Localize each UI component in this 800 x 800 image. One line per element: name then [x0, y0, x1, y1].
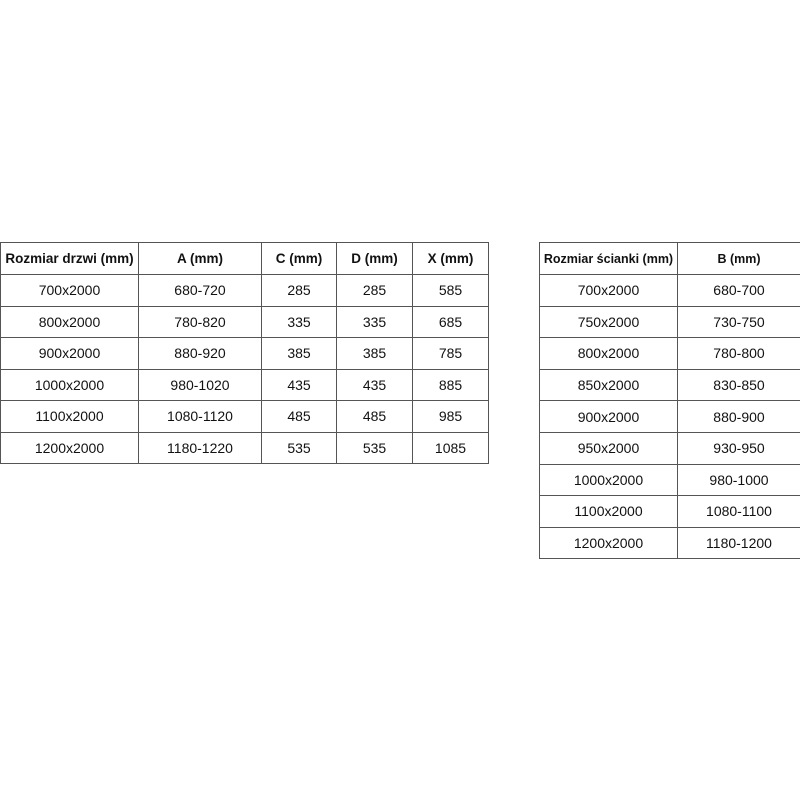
- column-header: D (mm): [336, 242, 413, 275]
- table-cell: 900x2000: [0, 337, 139, 370]
- table-cell: 680-720: [138, 274, 262, 307]
- door-dimensions-table: Rozmiar drzwi (mm) A (mm) C (mm) D (mm) X (m…: [0, 242, 489, 464]
- table-header-row: Rozmiar drzwi (mm) A (mm) C (mm) D (mm) X (m…: [0, 242, 489, 275]
- table-row: 1100x2000 1080-1100: [539, 495, 800, 528]
- table-cell: 780-800: [677, 337, 800, 370]
- table-row: 700x2000 680-720 285 285 585: [0, 274, 489, 307]
- table-cell: 285: [261, 274, 337, 307]
- table-cell: 985: [412, 400, 489, 433]
- table-row: 750x2000 730-750: [539, 305, 800, 339]
- table-cell: 730-750: [677, 305, 800, 339]
- table-cell: 335: [261, 305, 337, 338]
- table-cell: 1100x2000: [539, 495, 678, 528]
- table-cell: 800x2000: [0, 305, 139, 338]
- table-row: 1000x2000 980-1020 435 435 885: [0, 368, 489, 401]
- table-cell: 950x2000: [539, 431, 678, 465]
- table-cell: 880-920: [138, 337, 262, 370]
- table-cell: 485: [261, 400, 337, 433]
- table-header-row: Rozmiar ścianki (mm) B (mm): [539, 242, 800, 275]
- column-header: Rozmiar drzwi (mm): [0, 242, 139, 275]
- table-cell: 1100x2000: [0, 400, 139, 433]
- table-cell: 980-1000: [677, 463, 800, 497]
- table-cell: 1000x2000: [539, 463, 678, 497]
- table-cell: 1000x2000: [0, 368, 139, 401]
- table-row: 1100x2000 1080-1120 485 485 985: [0, 400, 489, 433]
- table-cell: 535: [336, 431, 413, 464]
- column-header: Rozmiar ścianki (mm): [539, 242, 678, 275]
- table-cell: 1085: [412, 431, 489, 464]
- column-header: B (mm): [677, 242, 800, 275]
- table-cell: 435: [336, 368, 413, 401]
- table-row: 700x2000 680-700: [539, 274, 800, 307]
- table-cell: 435: [261, 368, 337, 401]
- table-cell: 1180-1200: [677, 526, 800, 560]
- table-cell: 485: [336, 400, 413, 433]
- table-cell: 885: [412, 368, 489, 401]
- table-cell: 850x2000: [539, 368, 678, 402]
- table-cell: 700x2000: [539, 274, 678, 307]
- table-row: 900x2000 880-900: [539, 400, 800, 433]
- table-cell: 1080-1100: [677, 495, 800, 528]
- table-cell: 335: [336, 305, 413, 338]
- table-cell: 830-850: [677, 368, 800, 402]
- table-cell: 285: [336, 274, 413, 307]
- wall-dimensions-table: Rozmiar ścianki (mm) B (mm) 700x2000 680-7…: [539, 242, 800, 560]
- table-cell: 385: [261, 337, 337, 370]
- table-cell: 585: [412, 274, 489, 307]
- table-cell: 980-1020: [138, 368, 262, 401]
- table-cell: 800x2000: [539, 337, 678, 370]
- table-cell: 685: [412, 305, 489, 338]
- table-row: 1000x2000 980-1000: [539, 463, 800, 497]
- table-cell: 750x2000: [539, 305, 678, 339]
- column-header: A (mm): [138, 242, 262, 275]
- table-row: 800x2000 780-800: [539, 337, 800, 370]
- table-cell: 385: [336, 337, 413, 370]
- table-cell: 900x2000: [539, 400, 678, 433]
- table-cell: 535: [261, 431, 337, 464]
- table-row: 1200x2000 1180-1220 535 535 1085: [0, 431, 489, 464]
- table-cell: 700x2000: [0, 274, 139, 307]
- table-cell: 680-700: [677, 274, 800, 307]
- table-row: 950x2000 930-950: [539, 431, 800, 465]
- table-cell: 930-950: [677, 431, 800, 465]
- table-row: 850x2000 830-850: [539, 368, 800, 402]
- table-cell: 1180-1220: [138, 431, 262, 464]
- table-cell: 1200x2000: [539, 526, 678, 560]
- table-cell: 1080-1120: [138, 400, 262, 433]
- table-row: 900x2000 880-920 385 385 785: [0, 337, 489, 370]
- table-cell: 1200x2000: [0, 431, 139, 464]
- table-row: 1200x2000 1180-1200: [539, 526, 800, 560]
- table-cell: 785: [412, 337, 489, 370]
- column-header: C (mm): [261, 242, 337, 275]
- table-cell: 880-900: [677, 400, 800, 433]
- table-cell: 780-820: [138, 305, 262, 338]
- column-header: X (mm): [412, 242, 489, 275]
- table-row: 800x2000 780-820 335 335 685: [0, 305, 489, 338]
